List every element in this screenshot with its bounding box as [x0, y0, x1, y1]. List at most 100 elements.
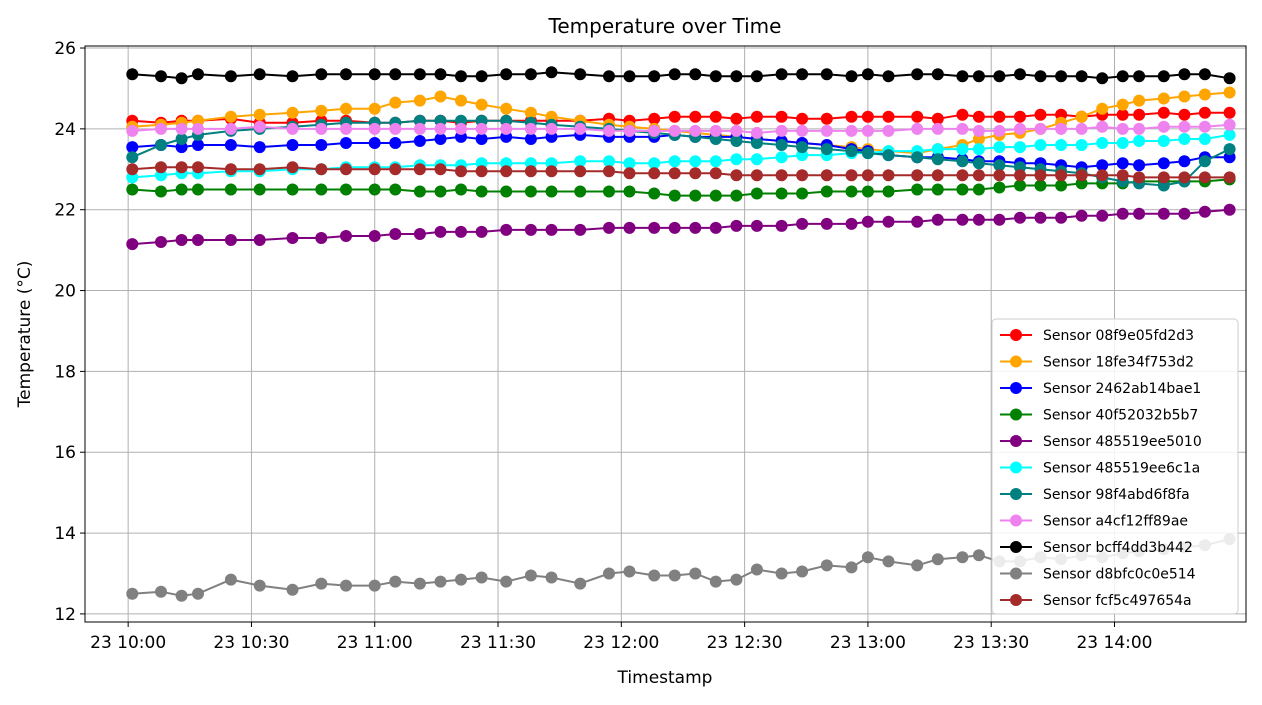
data-point	[434, 163, 447, 176]
legend: Sensor 08f9e05fd2d3 Sensor 18fe34f753d2 Se…	[991, 318, 1239, 615]
data-point	[434, 122, 447, 135]
data-point	[475, 225, 488, 238]
data-point	[413, 577, 426, 590]
data-point	[668, 124, 681, 137]
data-point	[956, 143, 969, 156]
data-point	[1198, 88, 1211, 101]
data-point	[730, 219, 743, 232]
data-point	[775, 139, 788, 151]
data-point	[475, 98, 488, 111]
data-point	[175, 122, 188, 135]
data-point	[253, 163, 266, 176]
data-point	[1198, 205, 1211, 218]
data-point	[956, 169, 969, 182]
data-point	[730, 153, 743, 166]
data-point	[224, 234, 237, 246]
x-tick-label: 23 10:30	[213, 633, 289, 653]
data-point	[1116, 98, 1129, 111]
chart-title: Temperature over Time	[548, 14, 782, 38]
data-point	[796, 217, 809, 230]
data-point	[475, 133, 488, 145]
data-point	[648, 112, 661, 125]
data-point	[972, 169, 985, 182]
data-point	[1198, 68, 1211, 81]
data-point	[545, 165, 558, 178]
data-point	[1223, 72, 1236, 85]
data-point	[1116, 137, 1129, 149]
data-point	[1133, 108, 1146, 121]
data-point	[574, 122, 587, 135]
data-point	[882, 185, 895, 198]
data-point	[315, 183, 328, 196]
data-point	[993, 213, 1006, 226]
y-tick-label: 22	[54, 201, 76, 221]
data-point	[796, 141, 809, 154]
data-point	[1178, 133, 1191, 145]
data-point	[845, 217, 858, 230]
data-point	[1178, 207, 1191, 220]
data-point	[623, 157, 636, 170]
data-point	[500, 223, 513, 236]
data-point	[648, 167, 661, 180]
y-axis-label: Temperature (°C)	[15, 261, 35, 409]
data-point	[500, 102, 513, 115]
legend-label: Sensor a4cf12ff89ae	[1043, 514, 1188, 530]
data-point	[603, 185, 615, 198]
data-point	[434, 68, 447, 81]
data-point	[648, 187, 661, 200]
data-point	[1075, 139, 1088, 151]
data-point	[524, 569, 537, 582]
y-tick-label: 12	[54, 605, 76, 625]
data-point	[1223, 143, 1236, 156]
series-sensor-bcff4dd3b442	[126, 66, 1236, 85]
data-point	[911, 110, 924, 123]
data-point	[796, 187, 809, 200]
data-point	[1096, 159, 1109, 172]
y-axis: 12 14 16 18 20 22 24 26	[54, 39, 85, 625]
data-point	[413, 135, 426, 147]
data-point	[956, 183, 969, 196]
data-point	[340, 137, 352, 149]
data-point	[820, 124, 833, 137]
data-point	[253, 108, 266, 121]
data-point	[389, 68, 402, 81]
data-point	[126, 183, 139, 196]
data-point	[500, 68, 513, 81]
data-point	[574, 185, 587, 198]
data-point	[845, 169, 858, 182]
data-point	[455, 573, 467, 586]
data-point	[413, 228, 426, 240]
data-point	[623, 565, 636, 578]
data-point	[956, 551, 969, 564]
data-point	[1157, 207, 1170, 220]
data-point	[845, 185, 858, 198]
data-point	[1014, 122, 1026, 135]
data-point	[368, 579, 381, 592]
x-tick-label: 23 14:00	[1076, 633, 1152, 653]
data-point	[1178, 108, 1191, 121]
data-point	[972, 143, 985, 156]
data-point	[1157, 92, 1170, 105]
data-point	[224, 122, 237, 135]
data-point	[413, 163, 426, 176]
data-point	[455, 122, 467, 135]
data-point	[648, 124, 661, 137]
data-point	[668, 68, 681, 81]
data-point	[389, 228, 402, 240]
data-point	[911, 183, 924, 196]
data-point	[689, 189, 702, 202]
data-point	[368, 137, 381, 149]
data-point	[820, 559, 833, 572]
data-point	[413, 122, 426, 135]
data-point	[623, 185, 636, 198]
data-point	[775, 68, 788, 81]
y-tick-label: 24	[54, 120, 76, 140]
data-point	[931, 68, 944, 81]
data-point	[861, 110, 874, 123]
data-point	[155, 185, 167, 198]
data-point	[709, 221, 722, 234]
data-point	[648, 221, 661, 234]
data-point	[224, 70, 237, 83]
data-point	[389, 575, 402, 588]
data-point	[1223, 106, 1236, 119]
